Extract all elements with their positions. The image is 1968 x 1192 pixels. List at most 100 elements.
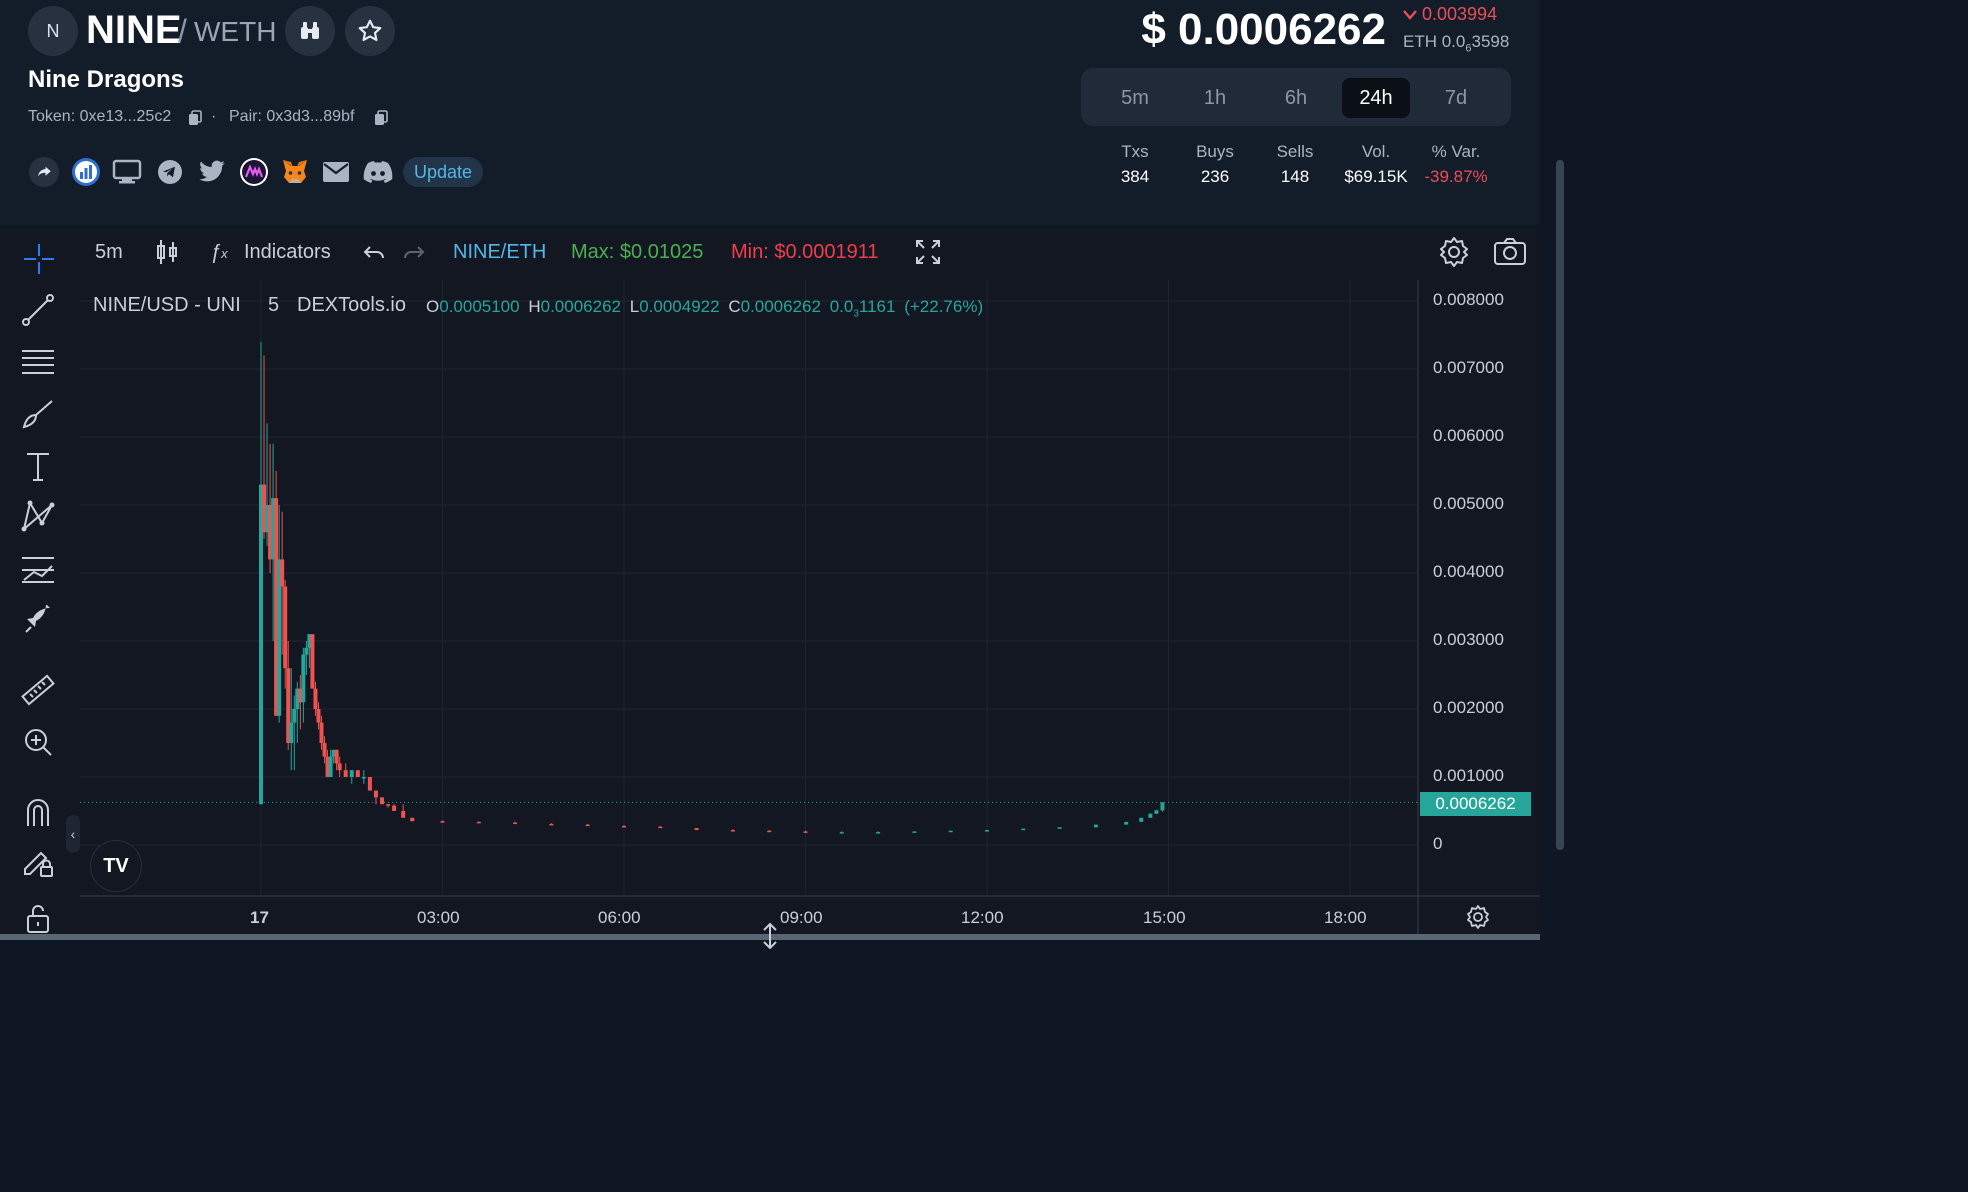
update-info-button[interactable]: Update	[403, 157, 483, 187]
candle	[440, 820, 445, 823]
discord-link[interactable]	[362, 156, 394, 188]
boost-tool[interactable]	[18, 600, 58, 640]
resize-handle[interactable]	[760, 922, 780, 955]
eth-price-suffix: 3598	[1471, 32, 1510, 51]
email-icon	[323, 162, 349, 182]
candlestick-chart[interactable]	[0, 228, 1540, 938]
y-tick-label: 0.006000	[1433, 426, 1504, 445]
candle-body	[513, 822, 518, 825]
candle-body	[325, 756, 330, 777]
price-change-value: 0.003994	[1422, 4, 1498, 24]
stat-vol-label: Vol.	[1361, 142, 1391, 161]
camera-icon	[1494, 238, 1526, 265]
share-button[interactable]	[28, 156, 60, 188]
tab-1h[interactable]: 1h	[1203, 86, 1227, 109]
y-tick-label: 0.005000	[1433, 494, 1504, 513]
chart-type-button[interactable]	[155, 238, 179, 266]
pair-separator: /	[178, 13, 187, 49]
candle-body	[585, 824, 590, 827]
lock-drawings-tool[interactable]	[18, 842, 58, 882]
copy-pair-button[interactable]	[373, 110, 389, 126]
copy-token-button[interactable]	[187, 110, 203, 126]
tab-6h[interactable]: 6h	[1284, 86, 1308, 109]
candle	[277, 505, 282, 723]
fullscreen-button[interactable]	[914, 238, 942, 271]
forecast-tool[interactable]	[18, 550, 58, 590]
candle-body	[948, 830, 953, 833]
zoom-in-icon	[25, 729, 52, 756]
measure-tool[interactable]	[18, 670, 58, 710]
candle	[313, 681, 318, 716]
candle	[337, 756, 342, 777]
gear-icon	[1440, 237, 1468, 267]
high-value: 0.0006262	[540, 297, 621, 316]
brush-icon	[22, 400, 53, 429]
website-link[interactable]	[111, 156, 143, 188]
binoculars-icon	[301, 22, 319, 39]
tab-5m[interactable]: 5m	[1121, 86, 1149, 109]
stat-buys-label: Buys	[1196, 142, 1234, 161]
x-tick-label: 06:00	[598, 908, 641, 927]
candle	[268, 443, 273, 573]
brush-tool[interactable]	[18, 394, 58, 434]
low-value: 0.0004922	[639, 297, 720, 316]
fib-tool[interactable]	[18, 342, 58, 382]
interval-button[interactable]: 5m	[95, 241, 123, 263]
x-tick-label: 18:00	[1324, 908, 1367, 927]
candle	[361, 770, 366, 784]
tab-24h[interactable]: 24h	[1342, 78, 1410, 118]
legend-source: DEXTools.io	[297, 294, 406, 316]
eth-price-zero-count: 6	[1465, 42, 1472, 55]
page-scrollbar[interactable]	[1556, 160, 1564, 850]
candle-body	[322, 743, 327, 757]
trendline-tool[interactable]	[18, 290, 58, 330]
y-tick-label: 0.008000	[1433, 290, 1504, 309]
change-suffix: 1161	[858, 297, 896, 316]
undo-button[interactable]	[362, 240, 386, 269]
candle-body	[1160, 802, 1165, 811]
candle-body	[271, 498, 276, 560]
change-prefix: 0.0	[829, 297, 854, 316]
screenshot-button[interactable]	[1493, 236, 1527, 271]
candle	[265, 423, 270, 546]
candle	[295, 681, 300, 743]
candle-body	[295, 688, 300, 709]
candle-body	[334, 749, 339, 764]
twitter-link[interactable]	[196, 156, 228, 188]
tradingview-logo[interactable]: TV	[90, 840, 142, 892]
switch-pair-button[interactable]: NINE/ETH	[453, 241, 547, 263]
magnet-tool[interactable]	[18, 792, 58, 832]
chevron-down-icon	[1403, 10, 1417, 21]
stat-buys-value: 236	[1200, 167, 1230, 186]
chart-settings-button[interactable]	[1438, 236, 1470, 273]
email-link[interactable]	[320, 156, 352, 188]
redo-button[interactable]	[402, 240, 426, 269]
chevron-left-icon: ‹	[70, 826, 76, 842]
aggregator-link[interactable]	[238, 156, 270, 188]
lock-tool[interactable]	[18, 898, 58, 938]
pair-explorer-button[interactable]	[285, 6, 335, 56]
candle-body	[876, 832, 881, 834]
candle	[271, 443, 276, 641]
candle	[280, 511, 285, 655]
candle	[292, 695, 297, 771]
stat-txs-label: Txs	[1121, 142, 1149, 161]
candle	[334, 749, 339, 771]
dextools-link[interactable]	[70, 156, 102, 188]
collapse-toolbar-button[interactable]: ‹	[66, 815, 80, 853]
zoom-tool[interactable]	[18, 722, 58, 762]
favorite-button[interactable]	[345, 6, 395, 56]
candle	[301, 647, 306, 723]
telegram-link[interactable]	[154, 156, 186, 188]
pattern-tool[interactable]	[18, 496, 58, 536]
candle	[1057, 827, 1062, 829]
metamask-button[interactable]	[279, 156, 311, 188]
timezone-settings-button[interactable]	[1465, 904, 1491, 935]
text-icon	[27, 453, 49, 481]
tab-7d[interactable]: 7d	[1444, 86, 1468, 109]
candle-body	[1057, 827, 1062, 829]
text-tool[interactable]	[18, 446, 58, 486]
indicators-button[interactable]: Indicators	[244, 241, 331, 263]
stat-sells-value: 148	[1280, 167, 1310, 186]
crosshair-tool[interactable]	[20, 240, 58, 278]
